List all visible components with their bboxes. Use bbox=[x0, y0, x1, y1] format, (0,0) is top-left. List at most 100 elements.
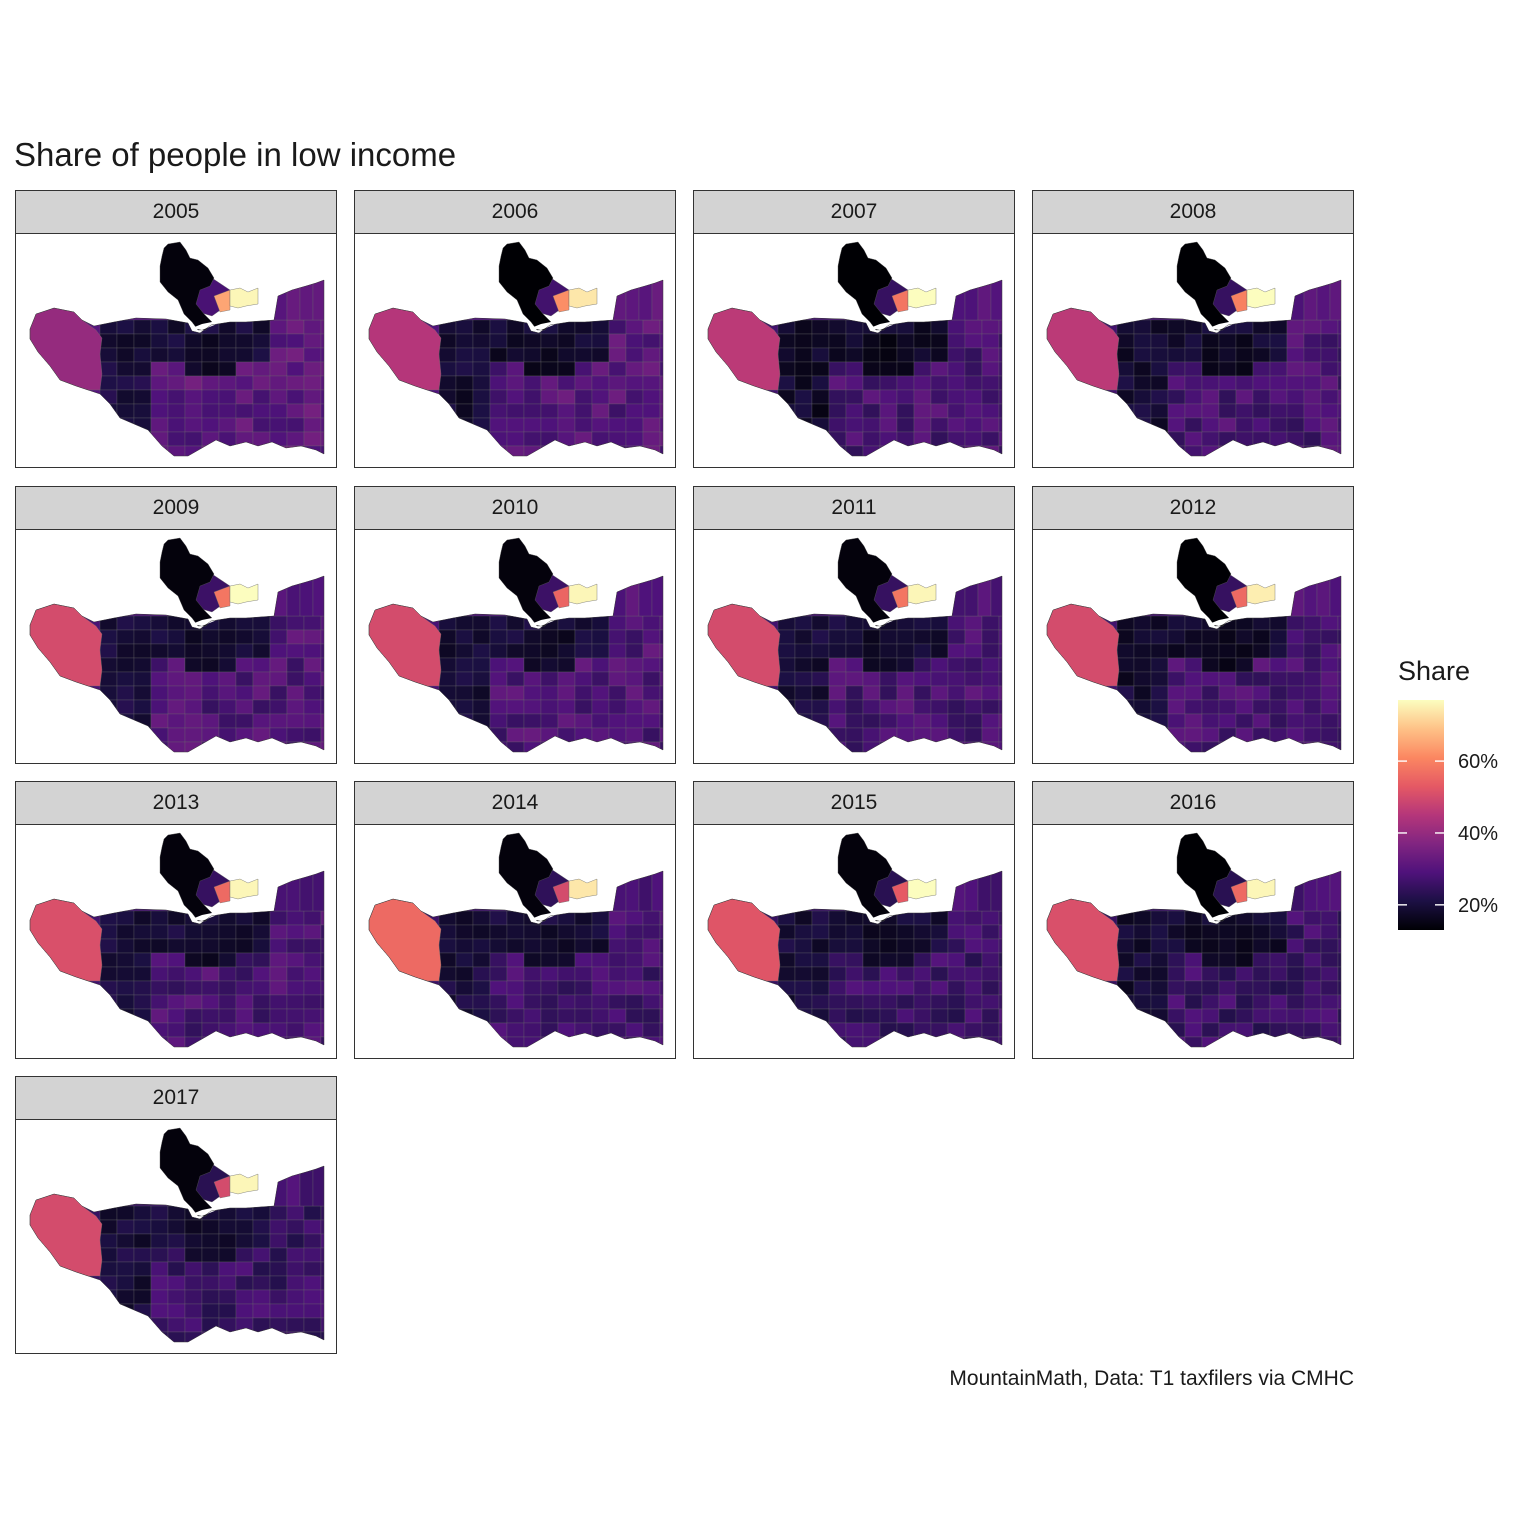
region bbox=[303, 1022, 322, 1038]
region bbox=[116, 741, 135, 752]
region bbox=[574, 333, 593, 349]
region bbox=[201, 1261, 220, 1277]
region bbox=[540, 389, 559, 405]
region bbox=[947, 994, 966, 1010]
region bbox=[523, 431, 542, 447]
region bbox=[862, 994, 881, 1010]
region bbox=[930, 333, 949, 349]
region bbox=[1235, 671, 1254, 687]
region bbox=[1337, 1036, 1341, 1047]
region bbox=[1235, 685, 1254, 701]
region bbox=[167, 671, 186, 687]
region bbox=[574, 643, 593, 659]
region bbox=[1116, 445, 1135, 456]
region bbox=[252, 980, 271, 996]
region bbox=[286, 966, 305, 982]
region bbox=[777, 671, 796, 687]
region bbox=[777, 445, 796, 456]
region bbox=[777, 1036, 796, 1047]
region bbox=[608, 685, 627, 701]
region bbox=[150, 910, 169, 926]
region bbox=[116, 727, 135, 743]
region bbox=[1303, 657, 1322, 673]
region bbox=[1116, 375, 1135, 391]
region bbox=[625, 1036, 644, 1047]
region bbox=[879, 431, 898, 447]
map-outline bbox=[707, 870, 1003, 1048]
region bbox=[540, 375, 559, 391]
region bbox=[642, 643, 661, 659]
region bbox=[608, 615, 627, 631]
region bbox=[1133, 445, 1152, 456]
region bbox=[1303, 445, 1322, 456]
region bbox=[1269, 319, 1288, 335]
region bbox=[320, 1303, 324, 1319]
region bbox=[794, 445, 813, 456]
region bbox=[201, 938, 220, 954]
region bbox=[1133, 615, 1152, 631]
region bbox=[625, 1008, 644, 1024]
region bbox=[218, 713, 237, 729]
region bbox=[794, 1022, 813, 1038]
region bbox=[133, 615, 152, 631]
region bbox=[320, 699, 324, 715]
region bbox=[1201, 1008, 1220, 1024]
region bbox=[981, 699, 1000, 715]
region bbox=[1286, 671, 1305, 687]
region bbox=[455, 671, 474, 687]
region bbox=[1167, 938, 1186, 954]
region bbox=[1320, 952, 1339, 968]
region bbox=[845, 361, 864, 377]
region bbox=[1337, 333, 1341, 349]
region bbox=[896, 699, 915, 715]
region bbox=[777, 727, 796, 743]
region bbox=[235, 1247, 254, 1263]
region bbox=[1150, 445, 1169, 456]
region bbox=[150, 924, 169, 940]
region-park bbox=[159, 1127, 215, 1217]
region bbox=[1277, 871, 1292, 912]
region bbox=[947, 966, 966, 982]
region bbox=[1218, 361, 1237, 377]
region bbox=[1133, 1036, 1152, 1047]
region bbox=[777, 994, 796, 1010]
region bbox=[862, 952, 881, 968]
region bbox=[811, 361, 830, 377]
region bbox=[1235, 713, 1254, 729]
region bbox=[981, 431, 1000, 447]
region bbox=[1337, 952, 1341, 968]
region bbox=[896, 417, 915, 433]
region bbox=[286, 1331, 305, 1342]
region bbox=[1184, 685, 1203, 701]
region bbox=[557, 417, 576, 433]
region bbox=[896, 389, 915, 405]
region bbox=[1184, 417, 1203, 433]
region bbox=[133, 938, 152, 954]
region bbox=[879, 1008, 898, 1024]
region bbox=[659, 417, 663, 433]
region bbox=[608, 319, 627, 335]
region bbox=[1235, 417, 1254, 433]
region bbox=[540, 727, 559, 743]
region bbox=[1235, 994, 1254, 1010]
region bbox=[1218, 713, 1237, 729]
region bbox=[896, 671, 915, 687]
region bbox=[252, 1008, 271, 1024]
region bbox=[862, 727, 881, 743]
region bbox=[320, 924, 324, 940]
region bbox=[930, 431, 949, 447]
region bbox=[320, 1219, 324, 1235]
region bbox=[828, 657, 847, 673]
region bbox=[523, 333, 542, 349]
region bbox=[269, 1219, 288, 1235]
region bbox=[981, 319, 1000, 335]
region bbox=[777, 952, 796, 968]
region bbox=[1235, 657, 1254, 673]
region bbox=[455, 347, 474, 363]
region bbox=[625, 445, 644, 456]
region bbox=[879, 980, 898, 996]
facet-panel: 2012 bbox=[1032, 486, 1354, 764]
region bbox=[438, 966, 457, 982]
region bbox=[938, 280, 953, 321]
region bbox=[1303, 375, 1322, 391]
